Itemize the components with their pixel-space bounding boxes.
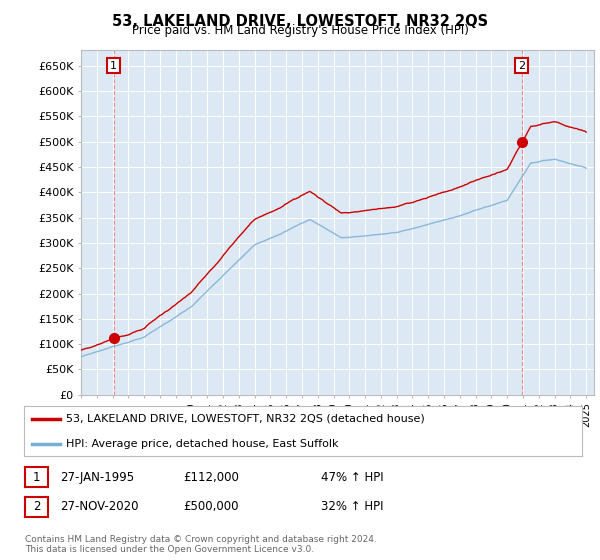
Text: 27-JAN-1995: 27-JAN-1995	[60, 470, 134, 484]
Text: 53, LAKELAND DRIVE, LOWESTOFT, NR32 2QS (detached house): 53, LAKELAND DRIVE, LOWESTOFT, NR32 2QS …	[66, 414, 425, 423]
Text: £112,000: £112,000	[183, 470, 239, 484]
Text: Price paid vs. HM Land Registry's House Price Index (HPI): Price paid vs. HM Land Registry's House …	[131, 24, 469, 36]
Text: 1: 1	[33, 470, 40, 484]
Text: HPI: Average price, detached house, East Suffolk: HPI: Average price, detached house, East…	[66, 439, 338, 449]
Text: 47% ↑ HPI: 47% ↑ HPI	[321, 470, 383, 484]
Text: 32% ↑ HPI: 32% ↑ HPI	[321, 500, 383, 514]
Text: 1: 1	[110, 60, 117, 71]
Text: 2: 2	[518, 60, 525, 71]
Text: 53, LAKELAND DRIVE, LOWESTOFT, NR32 2QS: 53, LAKELAND DRIVE, LOWESTOFT, NR32 2QS	[112, 14, 488, 29]
Text: 27-NOV-2020: 27-NOV-2020	[60, 500, 139, 514]
Text: £500,000: £500,000	[183, 500, 239, 514]
Text: 2: 2	[33, 500, 40, 514]
Text: Contains HM Land Registry data © Crown copyright and database right 2024.
This d: Contains HM Land Registry data © Crown c…	[25, 535, 377, 554]
